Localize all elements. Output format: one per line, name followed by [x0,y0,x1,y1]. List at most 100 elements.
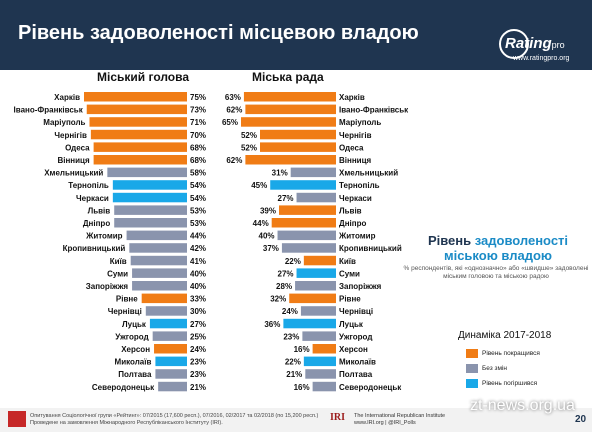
mayor-value-label: 40% [190,269,206,278]
iri-credit: The International Republican Institute w… [354,413,445,427]
watermark: zt-news.org.ua [470,397,575,414]
mayor-bar [129,243,187,253]
mayor-bar [130,255,187,266]
council-value-label: 39% [260,206,276,215]
council-bar [243,92,336,102]
council-category-label: Луцьк [339,320,364,329]
council-value-label: 40% [259,232,275,241]
mayor-value-label: 25% [190,332,206,341]
logo-ring [499,29,529,59]
mayor-category-label: Миколаїв [115,358,152,367]
mayor-bar [154,344,187,354]
council-category-label: Черкаси [339,194,372,203]
rating-footer-logo [8,411,26,427]
iri-logo: IRI [330,412,346,423]
mayor-bar [149,318,187,329]
mayor-category-label: Маріуполь [43,118,85,127]
council-bar [296,192,336,203]
council-value-label: 32% [270,295,286,304]
council-chart-title: Міська рада [252,70,324,84]
mayor-bar [90,129,187,140]
mayor-value-label: 30% [190,307,206,316]
council-value-label: 31% [272,169,288,178]
council-bar [245,104,336,115]
iri-credit-line2: www.IRI.org | @IRI_Polls [354,420,416,426]
mayor-bar [114,205,187,215]
council-category-label: Миколаїв [339,358,376,367]
header-band [0,0,592,70]
mayor-value-label: 23% [190,358,206,367]
legend-title: Динаміка 2017-2018 [458,330,552,341]
council-category-label: Чернігів [339,131,372,140]
side-title-part3: міською владою [443,248,553,263]
council-bar [283,318,336,329]
mayor-value-label: 44% [190,232,206,241]
legend-item-no-change: Без змін [466,364,507,373]
council-bar [290,167,336,178]
council-value-label: 27% [278,194,294,203]
mayor-value-label: 68% [190,156,206,165]
council-value-label: 24% [282,307,298,316]
mayor-value-label: 23% [190,370,206,379]
council-value-label: 44% [253,219,269,228]
mayor-value-label: 68% [190,143,206,152]
mayor-value-label: 70% [190,131,206,140]
council-value-label: 62% [226,106,242,115]
council-value-label: 22% [285,358,301,367]
mayor-bar [93,155,187,165]
legend-label-improved: Рівень покращився [482,350,540,358]
legend-label-no-change: Без змін [482,365,508,373]
council-bar [312,344,336,354]
mayor-bar [114,218,187,228]
mayor-value-label: 71% [190,118,206,127]
council-bar [300,306,336,316]
council-value-label: 16% [294,345,310,354]
mayor-category-label: Одеса [65,143,90,152]
mayor-value-label: 75% [190,93,206,102]
mayor-bar [155,369,187,379]
council-category-label: Вінниця [339,156,372,165]
council-value-label: 28% [276,282,292,291]
mayor-category-label: Хмельницький [44,169,103,178]
mayor-bar [107,167,187,178]
council-value-label: 63% [225,93,241,102]
mayor-bar [86,104,187,115]
council-category-label: Дніпро [339,219,366,228]
council-bar [303,255,336,266]
ratingpro-logo: Ratingpro [505,35,565,52]
council-category-label: Хмельницький [339,169,398,178]
mayor-category-label: Суми [107,269,128,278]
mayor-value-label: 73% [190,106,206,115]
mayor-value-label: 40% [190,282,206,291]
mayor-bar [126,230,187,241]
council-category-label: Ужгород [339,332,372,341]
mayor-bar [112,180,187,190]
mayor-bar [158,381,187,392]
mayor-value-label: 53% [190,219,206,228]
council-category-label: Одеса [339,143,364,152]
council-bar [302,331,336,341]
council-category-label: Тернопіль [339,181,380,190]
council-value-label: 16% [294,383,310,392]
mayor-value-label: 53% [190,206,206,215]
page-title: Рівень задоволеності місцевою владою [18,22,419,44]
mayor-bar [93,142,187,152]
mayor-bar [132,268,187,278]
mayor-bar [112,192,187,203]
council-bar [260,129,336,140]
mayor-value-label: 58% [190,169,206,178]
council-category-label: Львів [339,206,362,215]
mayor-bar [155,356,187,367]
council-bar [270,180,336,190]
mayor-category-label: Кропивницький [63,244,126,253]
logo-suffix-text: pro [551,40,565,50]
footer-band [0,408,592,432]
legend-swatch-no-change [466,364,478,373]
council-bar [303,356,336,367]
mayor-category-label: Рівне [116,295,138,304]
legend-label-worsened: Рівень погіршився [482,380,538,388]
side-title-part2: задоволеності [474,233,569,248]
side-panel-note: % респондентів, які «однозначно» або «шв… [403,265,589,280]
